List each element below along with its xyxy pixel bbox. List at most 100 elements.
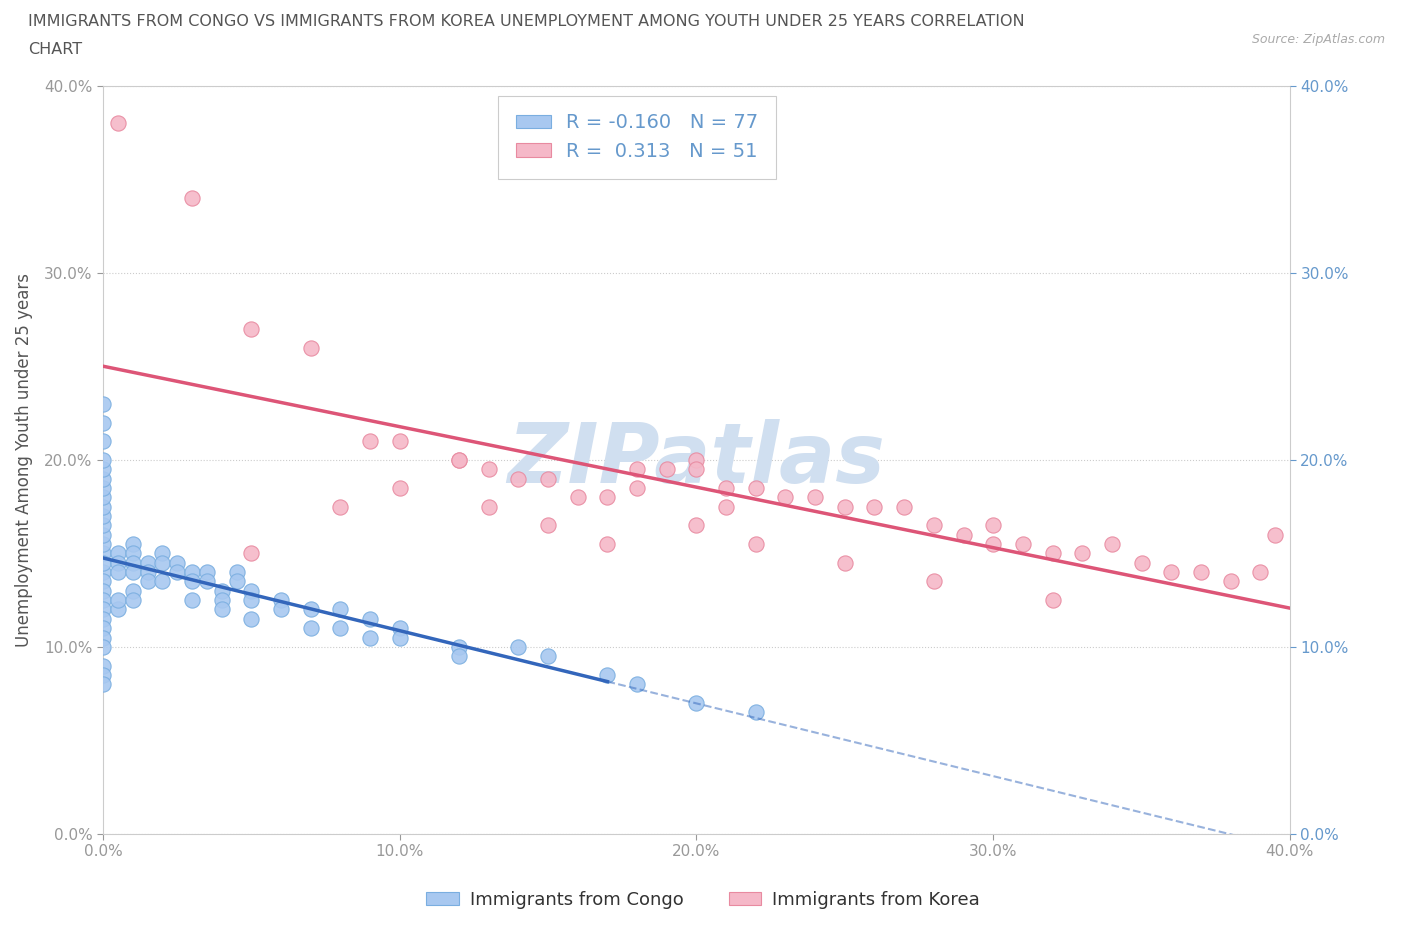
Point — [91, 555, 114, 570]
Point — [596, 668, 619, 683]
Point — [685, 518, 707, 533]
Point — [136, 574, 159, 589]
Point — [121, 583, 143, 598]
Point — [981, 518, 1004, 533]
Point — [121, 592, 143, 607]
Point — [91, 677, 114, 692]
Point — [107, 546, 129, 561]
Point — [225, 565, 247, 579]
Point — [91, 658, 114, 673]
Point — [107, 602, 129, 617]
Point — [195, 565, 218, 579]
Point — [91, 472, 114, 486]
Point — [195, 574, 218, 589]
Point — [596, 490, 619, 505]
Point — [91, 631, 114, 645]
Point — [804, 490, 827, 505]
Point — [714, 499, 737, 514]
Point — [1130, 555, 1153, 570]
Point — [537, 649, 560, 664]
Point — [388, 631, 411, 645]
Point — [359, 433, 381, 448]
Point — [626, 677, 648, 692]
Point — [181, 574, 204, 589]
Point — [329, 620, 352, 635]
Point — [91, 527, 114, 542]
Point — [107, 555, 129, 570]
Point — [166, 555, 188, 570]
Point — [121, 565, 143, 579]
Point — [240, 611, 263, 626]
Point — [1101, 537, 1123, 551]
Point — [136, 565, 159, 579]
Point — [388, 433, 411, 448]
Point — [211, 602, 233, 617]
Point — [240, 592, 263, 607]
Point — [150, 546, 173, 561]
Point — [270, 592, 292, 607]
Point — [107, 116, 129, 131]
Point — [685, 453, 707, 468]
Point — [1219, 574, 1241, 589]
Point — [834, 499, 856, 514]
Y-axis label: Unemployment Among Youth under 25 years: Unemployment Among Youth under 25 years — [15, 272, 32, 647]
Point — [91, 565, 114, 579]
Point — [211, 592, 233, 607]
Point — [91, 668, 114, 683]
Point — [91, 518, 114, 533]
Text: CHART: CHART — [28, 42, 82, 57]
Text: ZIPatlas: ZIPatlas — [508, 419, 886, 500]
Point — [121, 555, 143, 570]
Point — [1264, 527, 1286, 542]
Point — [685, 696, 707, 711]
Point — [655, 462, 678, 477]
Point — [1160, 565, 1182, 579]
Point — [626, 481, 648, 496]
Point — [91, 583, 114, 598]
Point — [121, 546, 143, 561]
Text: Source: ZipAtlas.com: Source: ZipAtlas.com — [1251, 33, 1385, 46]
Point — [299, 340, 322, 355]
Point — [225, 574, 247, 589]
Point — [537, 472, 560, 486]
Point — [91, 499, 114, 514]
Point — [107, 565, 129, 579]
Point — [91, 490, 114, 505]
Point — [449, 453, 471, 468]
Text: IMMIGRANTS FROM CONGO VS IMMIGRANTS FROM KOREA UNEMPLOYMENT AMONG YOUTH UNDER 25: IMMIGRANTS FROM CONGO VS IMMIGRANTS FROM… — [28, 14, 1025, 29]
Point — [775, 490, 797, 505]
Point — [388, 620, 411, 635]
Point — [91, 602, 114, 617]
Point — [508, 640, 530, 655]
Point — [240, 322, 263, 337]
Point — [91, 620, 114, 635]
Point — [388, 481, 411, 496]
Point — [359, 631, 381, 645]
Point — [91, 415, 114, 430]
Point — [478, 462, 501, 477]
Legend: R = -0.160   N = 77, R =  0.313   N = 51: R = -0.160 N = 77, R = 0.313 N = 51 — [498, 96, 776, 179]
Point — [150, 555, 173, 570]
Point — [240, 583, 263, 598]
Point — [107, 592, 129, 607]
Point — [91, 509, 114, 524]
Point — [91, 396, 114, 411]
Point — [91, 592, 114, 607]
Point — [922, 574, 945, 589]
Point — [596, 537, 619, 551]
Point — [1011, 537, 1033, 551]
Point — [166, 565, 188, 579]
Point — [91, 462, 114, 477]
Legend: Immigrants from Congo, Immigrants from Korea: Immigrants from Congo, Immigrants from K… — [419, 884, 987, 916]
Point — [181, 592, 204, 607]
Point — [1189, 565, 1212, 579]
Point — [1249, 565, 1271, 579]
Point — [478, 499, 501, 514]
Point — [745, 481, 768, 496]
Point — [211, 583, 233, 598]
Point — [91, 611, 114, 626]
Point — [922, 518, 945, 533]
Point — [1071, 546, 1094, 561]
Point — [745, 705, 768, 720]
Point — [449, 640, 471, 655]
